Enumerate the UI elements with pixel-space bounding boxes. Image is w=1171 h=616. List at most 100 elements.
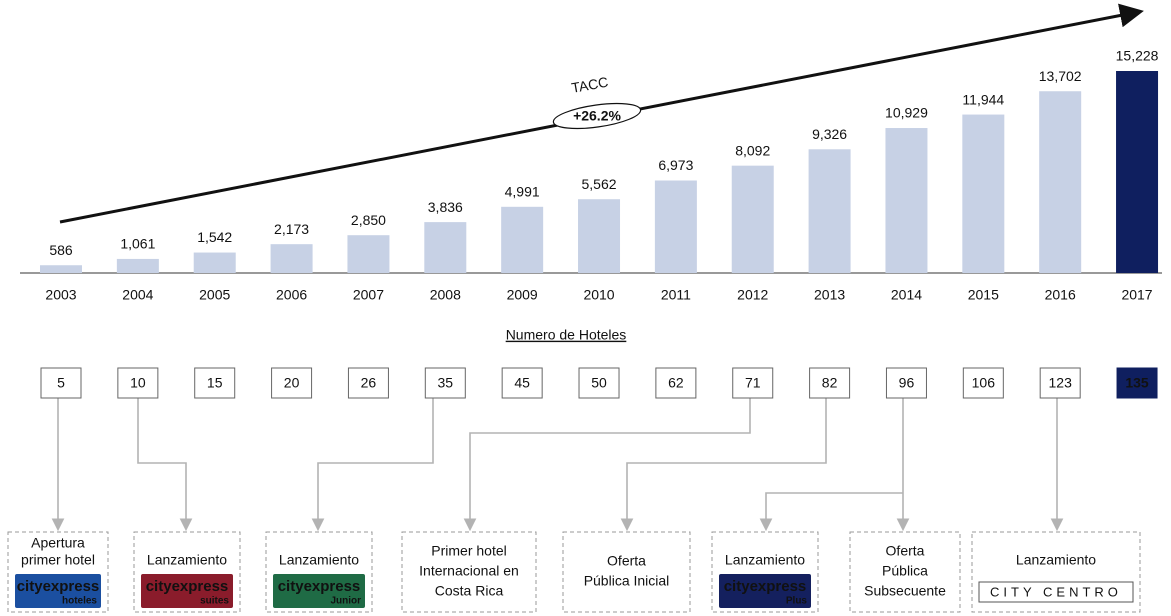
hotel-count: 106: [972, 375, 996, 391]
x-tick-label: 2008: [430, 287, 461, 303]
logo: [141, 574, 233, 608]
bar: [116, 258, 159, 273]
hotel-box: [1039, 367, 1081, 399]
milestone-text: Lanzamiento: [725, 552, 805, 568]
milestone-box: [562, 531, 691, 613]
hotel-count: 123: [1049, 375, 1073, 391]
hotel-box: [424, 367, 466, 399]
x-tick-label: 2010: [583, 287, 614, 303]
x-tick-label: 2006: [276, 287, 307, 303]
milestone-text: Lanzamiento: [147, 552, 227, 568]
milestone-text: Lanzamiento: [279, 552, 359, 568]
bar: [1116, 71, 1159, 273]
logo-brand: CITY CENTRO: [990, 584, 1122, 599]
logo-sub: hoteles: [62, 596, 97, 607]
hotel-box: [194, 367, 236, 399]
value-label: 6,973: [658, 157, 693, 173]
value-label: 15,228: [1116, 48, 1159, 64]
milestone-text: Apertura: [31, 535, 85, 551]
x-tick-label: 2015: [968, 287, 999, 303]
value-label: 13,702: [1039, 68, 1082, 84]
hotel-box: [271, 367, 313, 399]
hotels-title: Numero de Hoteles: [506, 327, 627, 343]
value-label: 1,061: [120, 236, 155, 252]
x-tick-label: 2012: [737, 287, 768, 303]
hotel-box: [40, 367, 82, 399]
value-label: 8,092: [735, 142, 770, 158]
hotel-count: 26: [361, 375, 377, 391]
growth-ellipse: [552, 102, 642, 130]
value-label: 3,836: [428, 199, 463, 215]
hotel-count: 35: [438, 375, 454, 391]
bar: [347, 235, 390, 273]
logo: [978, 581, 1134, 603]
milestone-text: Costa Rica: [435, 583, 504, 599]
hotel-box: [809, 367, 851, 399]
value-label: 4,991: [505, 183, 540, 199]
hotel-box: [501, 367, 543, 399]
bar: [808, 149, 851, 273]
milestone-text: Pública Inicial: [584, 573, 670, 589]
value-label: 5,562: [581, 176, 616, 192]
logo: [15, 574, 101, 608]
bar: [578, 199, 621, 273]
hotel-count: 71: [745, 375, 761, 391]
hotel-box: [1116, 367, 1158, 399]
value-label: 2,173: [274, 221, 309, 237]
bar: [654, 180, 697, 273]
x-tick-label: 2014: [891, 287, 922, 303]
hotel-box: [962, 367, 1004, 399]
value-label: 586: [49, 242, 73, 258]
x-tick-label: 2003: [45, 287, 76, 303]
logo-brand: cityexpress: [17, 578, 100, 595]
hotel-count: 45: [514, 375, 530, 391]
milestone-box: [849, 531, 961, 613]
hotel-box: [732, 367, 774, 399]
milestone-text: Lanzamiento: [1016, 552, 1096, 568]
milestone-text: Oferta: [886, 543, 925, 559]
bar: [962, 114, 1005, 274]
milestone-text: Pública: [882, 563, 928, 579]
bar: [885, 128, 928, 273]
hotel-box: [885, 367, 927, 399]
bar: [193, 252, 236, 273]
logo-sub: Junior: [330, 596, 361, 607]
milestone-text: primer hotel: [21, 552, 95, 568]
x-tick-label: 2009: [507, 287, 538, 303]
hotel-count: 135: [1125, 375, 1149, 391]
x-tick-label: 2004: [122, 287, 153, 303]
logo: [719, 574, 811, 608]
x-tick-label: 2016: [1045, 287, 1076, 303]
hotel-box: [655, 367, 697, 399]
x-tick-label: 2007: [353, 287, 384, 303]
hotel-count: 5: [57, 375, 65, 391]
logo: [273, 574, 365, 608]
milestone-text: Primer hotel: [431, 543, 506, 559]
hotel-count: 10: [130, 375, 146, 391]
growth-label: +26.2%: [573, 108, 621, 124]
bar: [731, 165, 774, 273]
bar: [424, 222, 467, 273]
annotation: TACC: [570, 74, 609, 96]
hotel-box: [117, 367, 159, 399]
x-tick-label: 2005: [199, 287, 230, 303]
hotel-count: 96: [899, 375, 915, 391]
bar: [501, 206, 544, 273]
milestone-box: [401, 531, 537, 613]
value-label: 10,929: [885, 105, 928, 121]
milestone-text: Internacional en: [419, 563, 519, 579]
value-label: 2,850: [351, 212, 386, 228]
hotel-box: [578, 367, 620, 399]
hotel-count: 62: [668, 375, 684, 391]
x-tick-label: 2011: [661, 287, 691, 303]
logo-sub: Plus: [786, 596, 808, 607]
hotel-count: 50: [591, 375, 607, 391]
logo-brand: cityexpress: [724, 578, 807, 595]
bar: [40, 265, 82, 273]
hotel-count: 82: [822, 375, 838, 391]
hotel-count: 20: [284, 375, 300, 391]
x-tick-label: 2013: [814, 287, 845, 303]
logo-brand: cityexpress: [146, 578, 229, 595]
bar: [1039, 91, 1082, 273]
